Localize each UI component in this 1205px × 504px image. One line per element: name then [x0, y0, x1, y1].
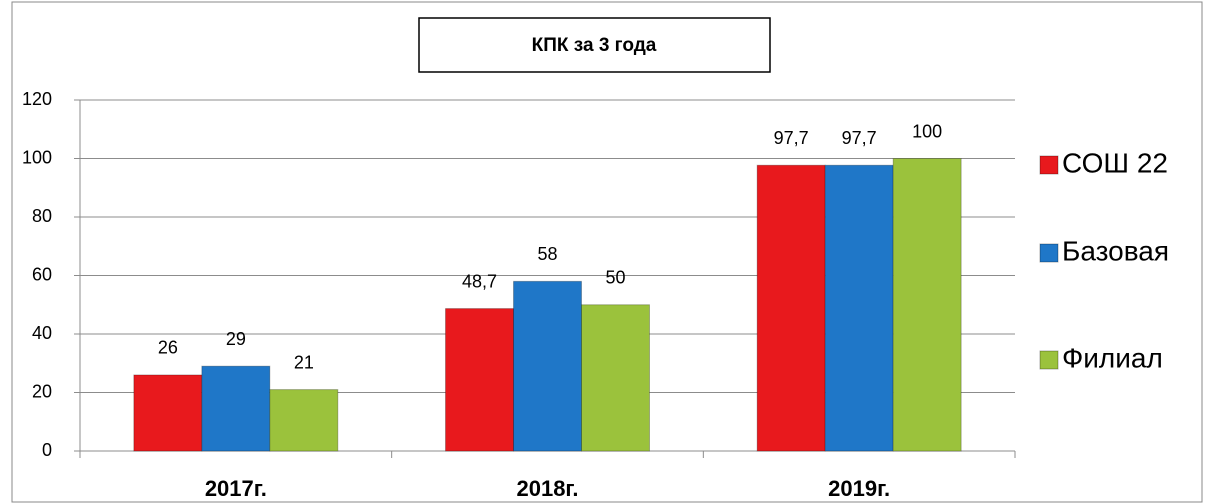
legend-label: СОШ 22	[1062, 147, 1168, 178]
y-tick-label: 80	[32, 206, 52, 226]
y-tick-label: 0	[42, 440, 52, 460]
data-label: 26	[158, 338, 178, 358]
bar	[756, 164, 826, 452]
legend-swatch	[1039, 243, 1059, 263]
data-label: 100	[912, 121, 942, 141]
legend-swatch	[1039, 155, 1059, 175]
x-tick-label: 2019г.	[828, 476, 890, 501]
y-tick-label: 40	[32, 323, 52, 343]
bar	[824, 164, 894, 452]
data-label: 48,7	[462, 271, 497, 291]
bar	[133, 374, 203, 452]
data-label: 97,7	[774, 128, 809, 148]
data-label: 58	[537, 244, 557, 264]
bar	[201, 365, 271, 452]
x-tick-label: 2018г.	[516, 476, 578, 501]
legend-label: Филиал	[1062, 342, 1163, 373]
bar	[581, 304, 650, 452]
data-label: 21	[294, 352, 314, 372]
chart-title: КПК за 3 года	[532, 35, 657, 56]
data-label: 50	[605, 268, 625, 288]
bar	[269, 389, 339, 452]
x-tick-label: 2017г.	[205, 476, 267, 501]
legend-label: Базовая	[1062, 235, 1169, 266]
data-label: 29	[226, 329, 246, 349]
data-label: 97,7	[842, 128, 877, 148]
bar	[513, 280, 582, 452]
y-tick-label: 120	[22, 89, 52, 109]
y-tick-label: 100	[22, 147, 52, 167]
bar	[445, 308, 514, 452]
y-tick-label: 60	[32, 264, 52, 284]
legend-swatch	[1039, 350, 1059, 370]
title-box	[418, 17, 771, 73]
y-tick-label: 20	[32, 381, 52, 401]
bar	[892, 158, 962, 452]
